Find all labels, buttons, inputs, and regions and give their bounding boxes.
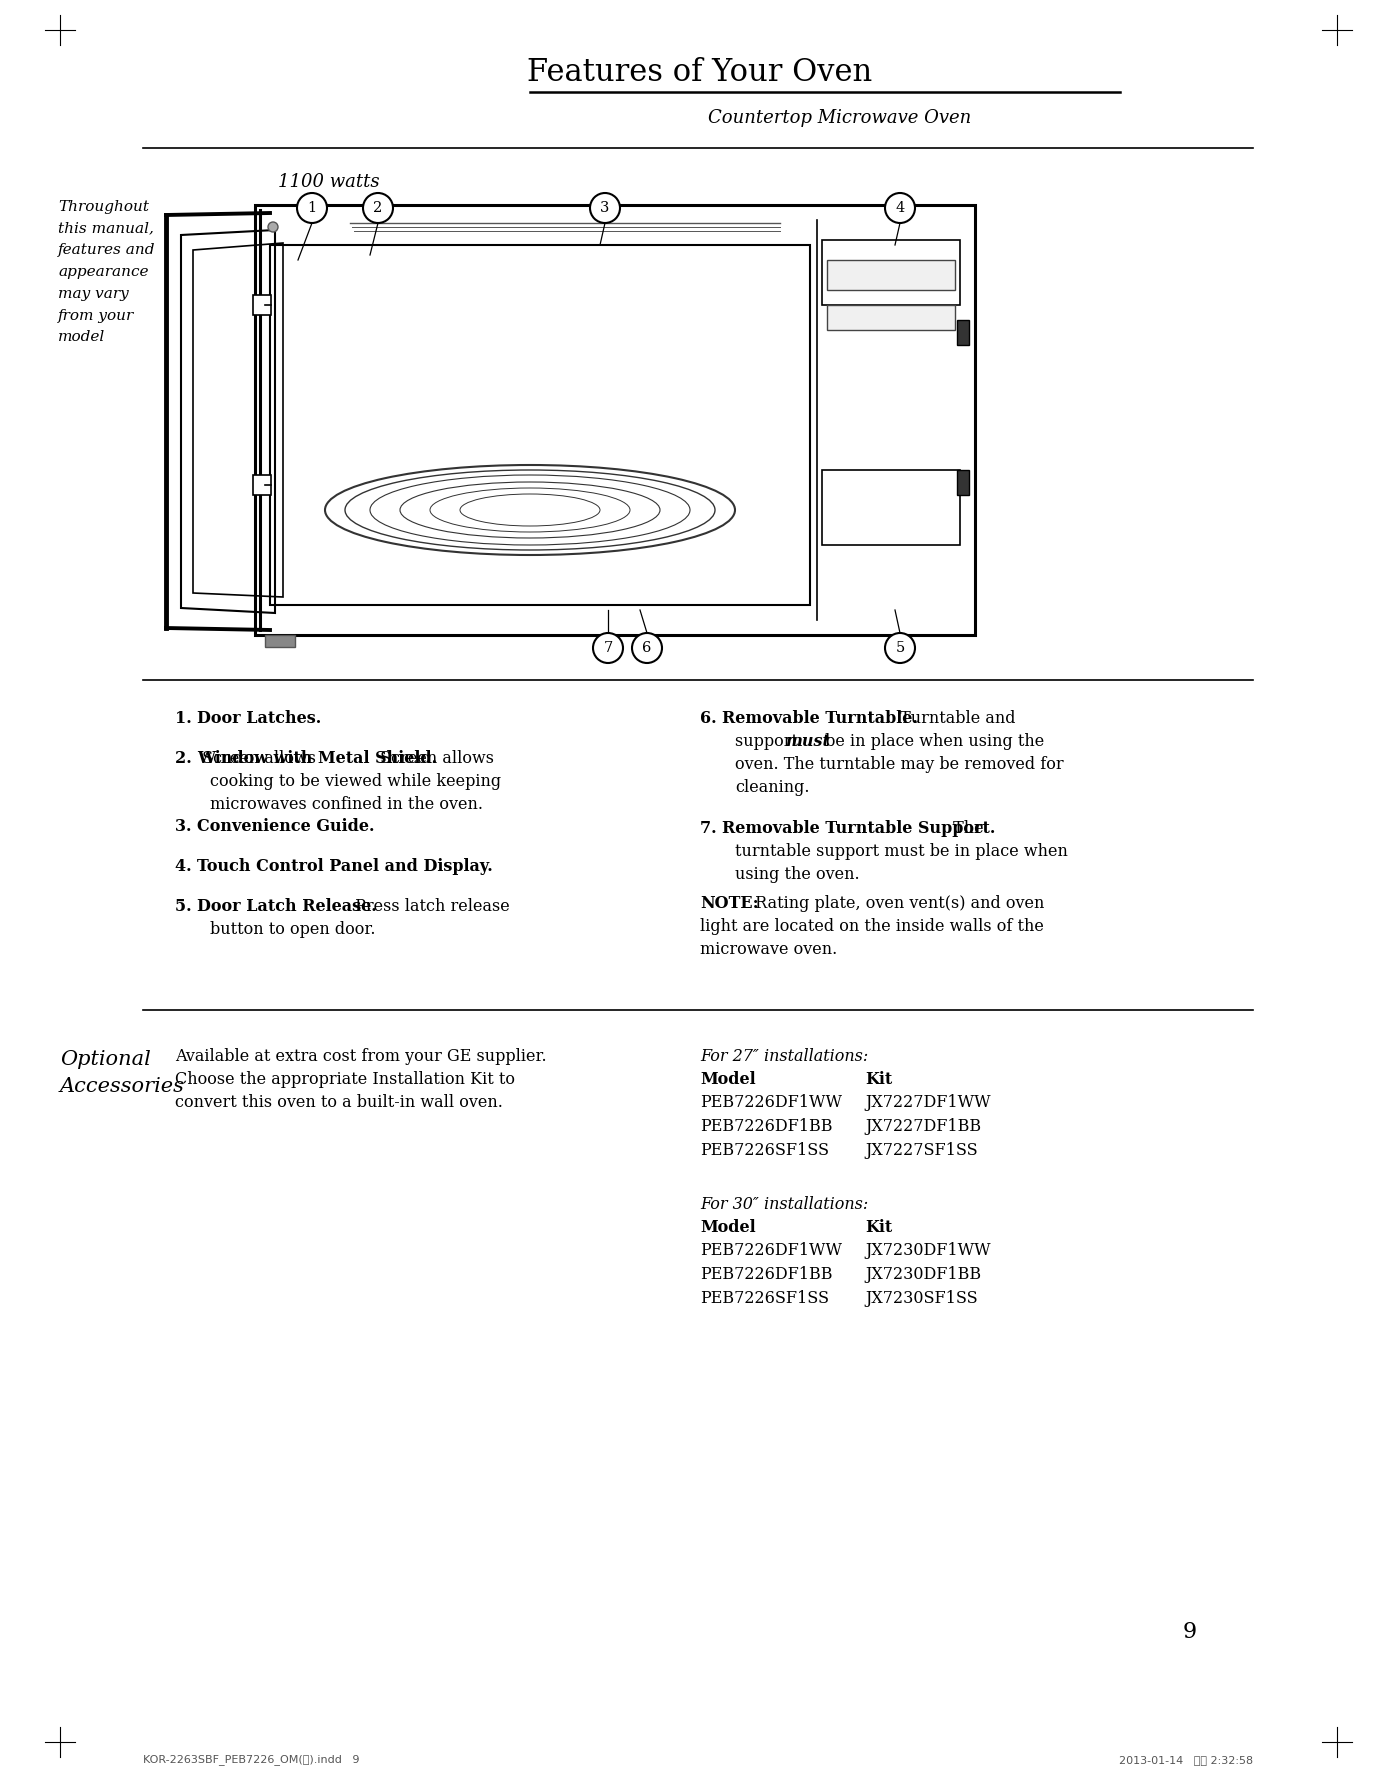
- Text: microwave oven.: microwave oven.: [700, 941, 837, 959]
- Bar: [265, 634, 295, 647]
- Text: convert this oven to a built-in wall oven.: convert this oven to a built-in wall ove…: [175, 1093, 503, 1111]
- Text: Optional
Accessories: Optional Accessories: [60, 1051, 184, 1095]
- Text: Model: Model: [700, 1070, 756, 1088]
- Text: 3.: 3.: [175, 819, 197, 835]
- Text: Screen allows: Screen allows: [374, 750, 495, 767]
- Circle shape: [590, 193, 620, 223]
- Text: JX7227SF1SS: JX7227SF1SS: [865, 1141, 978, 1159]
- Text: Countertop Microwave Oven: Countertop Microwave Oven: [708, 110, 972, 128]
- Text: Available at extra cost from your GE supplier.: Available at extra cost from your GE sup…: [175, 1047, 546, 1065]
- Text: 5: 5: [895, 641, 905, 656]
- Text: 1100 watts: 1100 watts: [278, 174, 380, 191]
- Text: Turntable and: Turntable and: [895, 711, 1016, 727]
- Text: Model: Model: [700, 1219, 756, 1237]
- Text: must: must: [785, 734, 830, 750]
- Text: Press latch release: Press latch release: [351, 898, 510, 914]
- Bar: [253, 294, 271, 315]
- Text: Door Latch Release.: Door Latch Release.: [197, 898, 377, 914]
- Text: Door Latches.: Door Latches.: [197, 711, 321, 727]
- Text: 5.: 5.: [175, 898, 197, 914]
- Text: Window with Metal Shield.: Window with Metal Shield.: [197, 750, 437, 767]
- Bar: [957, 470, 970, 494]
- Bar: [821, 239, 960, 305]
- Text: oven. The turntable may be removed for: oven. The turntable may be removed for: [735, 757, 1063, 773]
- Text: The: The: [949, 820, 983, 836]
- Text: Choose the appropriate Installation Kit to: Choose the appropriate Installation Kit …: [175, 1070, 515, 1088]
- Text: JX7227DF1WW: JX7227DF1WW: [865, 1093, 990, 1111]
- Text: JX7230DF1BB: JX7230DF1BB: [865, 1265, 981, 1283]
- Text: Screen allows: Screen allows: [197, 750, 316, 767]
- Text: Touch Control Panel and Display.: Touch Control Panel and Display.: [197, 858, 493, 875]
- Text: For 30″ installations:: For 30″ installations:: [700, 1196, 869, 1214]
- Text: PEB7226SF1SS: PEB7226SF1SS: [700, 1290, 828, 1308]
- Text: KOR-2263SBF_PEB7226_OM(영).indd   9: KOR-2263SBF_PEB7226_OM(영).indd 9: [142, 1754, 359, 1765]
- Text: cooking to be viewed while keeping: cooking to be viewed while keeping: [210, 773, 502, 790]
- Circle shape: [631, 633, 662, 663]
- Text: For 27″ installations:: For 27″ installations:: [700, 1047, 869, 1065]
- Circle shape: [268, 222, 278, 232]
- Text: PEB7226DF1BB: PEB7226DF1BB: [700, 1265, 833, 1283]
- Text: 1.: 1.: [175, 711, 197, 727]
- Circle shape: [886, 633, 915, 663]
- Text: Removable Turntable Support.: Removable Turntable Support.: [722, 820, 996, 836]
- Text: 3: 3: [601, 200, 609, 214]
- Bar: [253, 475, 271, 494]
- Circle shape: [363, 193, 393, 223]
- Text: 7: 7: [604, 641, 613, 656]
- Text: NOTE:: NOTE:: [700, 895, 759, 913]
- Bar: [270, 245, 810, 604]
- Text: 2013-01-14   오후 2:32:58: 2013-01-14 오후 2:32:58: [1119, 1754, 1253, 1765]
- Text: 1: 1: [307, 200, 317, 214]
- Text: 4: 4: [895, 200, 905, 214]
- Text: be in place when using the: be in place when using the: [820, 734, 1044, 750]
- Text: 2: 2: [373, 200, 383, 214]
- Bar: [256, 206, 975, 634]
- Text: using the oven.: using the oven.: [735, 867, 859, 882]
- Bar: [957, 321, 970, 346]
- Text: PEB7226SF1SS: PEB7226SF1SS: [700, 1141, 828, 1159]
- Text: support: support: [735, 734, 803, 750]
- Text: 6: 6: [643, 641, 651, 656]
- Text: 6.: 6.: [700, 711, 722, 727]
- Circle shape: [592, 633, 623, 663]
- Text: button to open door.: button to open door.: [210, 921, 376, 937]
- Text: Rating plate, oven vent(s) and oven: Rating plate, oven vent(s) and oven: [750, 895, 1045, 913]
- Text: 2.: 2.: [175, 750, 197, 767]
- Text: microwaves confined in the oven.: microwaves confined in the oven.: [210, 796, 483, 813]
- Text: PEB7226DF1BB: PEB7226DF1BB: [700, 1118, 833, 1136]
- Text: PEB7226DF1WW: PEB7226DF1WW: [700, 1242, 842, 1258]
- Text: Kit: Kit: [865, 1219, 893, 1237]
- Text: light are located on the inside walls of the: light are located on the inside walls of…: [700, 918, 1044, 936]
- Text: JX7230SF1SS: JX7230SF1SS: [865, 1290, 978, 1308]
- Text: Features of Your Oven: Features of Your Oven: [528, 57, 873, 87]
- Text: turntable support must be in place when: turntable support must be in place when: [735, 843, 1067, 859]
- Text: JX7230DF1WW: JX7230DF1WW: [865, 1242, 990, 1258]
- Text: PEB7226DF1WW: PEB7226DF1WW: [700, 1093, 842, 1111]
- Circle shape: [886, 193, 915, 223]
- Text: 4.: 4.: [175, 858, 197, 875]
- Text: cleaning.: cleaning.: [735, 780, 809, 796]
- Circle shape: [298, 193, 327, 223]
- Text: Throughout
this manual,
features and
appearance
may vary
from your
model: Throughout this manual, features and app…: [59, 200, 155, 344]
- Text: Removable Turntable.: Removable Turntable.: [722, 711, 918, 727]
- Text: JX7227DF1BB: JX7227DF1BB: [865, 1118, 981, 1136]
- Text: Kit: Kit: [865, 1070, 893, 1088]
- Text: 9: 9: [1183, 1621, 1197, 1643]
- Text: Convenience Guide.: Convenience Guide.: [197, 819, 374, 835]
- Bar: [821, 470, 960, 546]
- Text: 7.: 7.: [700, 820, 722, 836]
- Bar: [827, 260, 956, 291]
- Bar: [827, 305, 956, 330]
